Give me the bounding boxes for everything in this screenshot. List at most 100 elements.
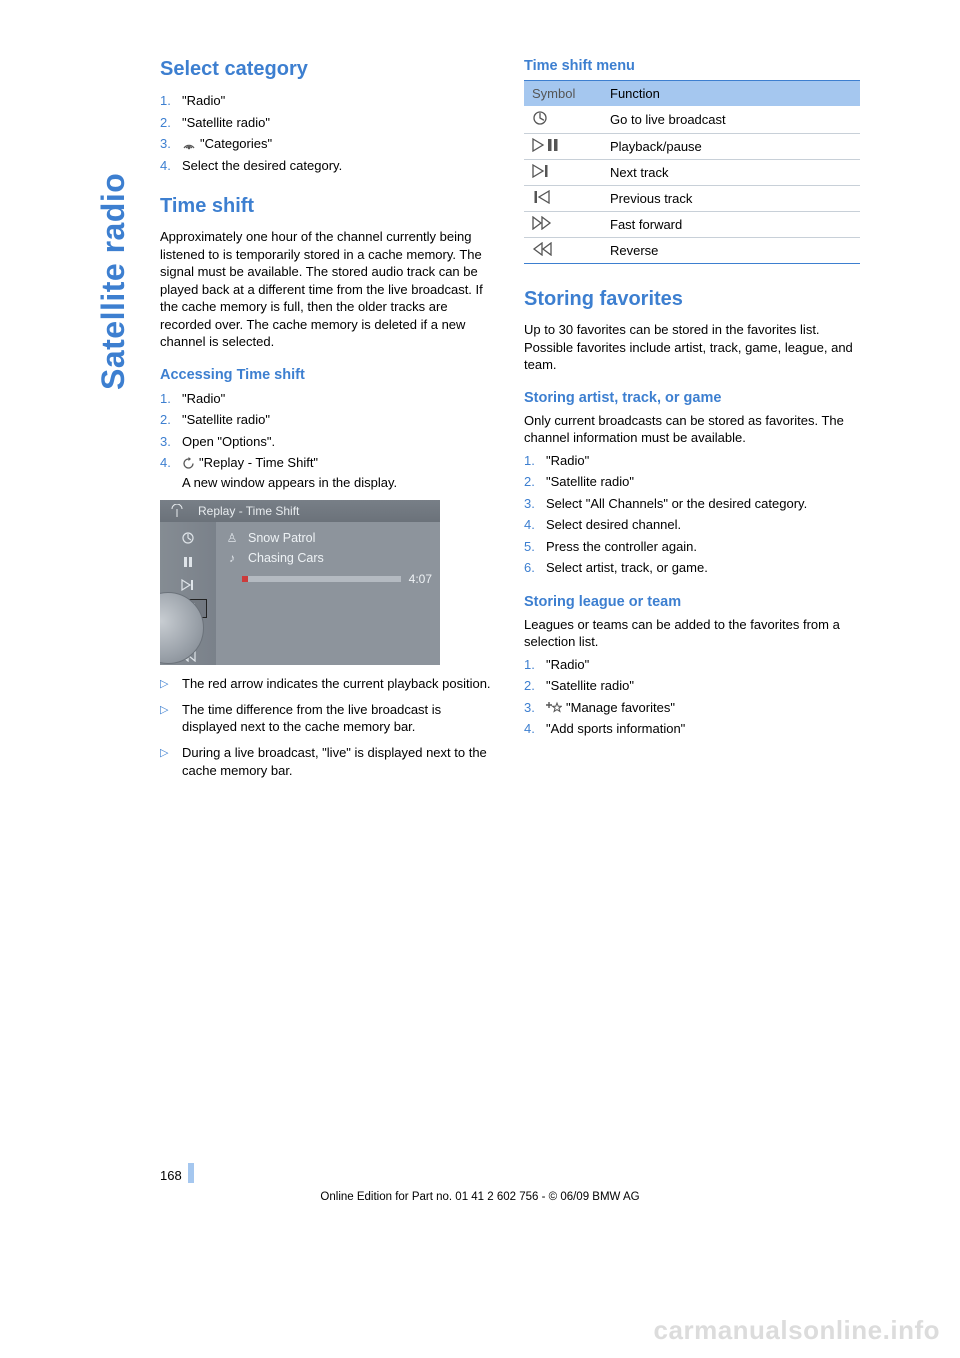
list-number: 2. xyxy=(524,676,546,696)
list-number: 3. xyxy=(160,134,182,154)
list-item: 4. "Replay - Time Shift" A new window ap… xyxy=(160,453,496,492)
table-header: Symbol xyxy=(524,81,602,107)
heading-storing-league: Storing league or team xyxy=(524,594,860,610)
list-number: 3. xyxy=(524,698,546,718)
pause-icon xyxy=(169,552,207,572)
right-column: Time shift menu Symbol Function Go to li… xyxy=(524,58,860,787)
table-row: Next track xyxy=(524,160,860,186)
heading-accessing-time-shift: Accessing Time shift xyxy=(160,367,496,383)
watermark-text: carmanualsonline.info xyxy=(654,1315,940,1346)
list-number: 6. xyxy=(524,558,546,578)
list-number: 1. xyxy=(524,451,546,471)
cache-bar-pointer xyxy=(242,576,248,582)
time-shift-body: Approximately one hour of the channel cu… xyxy=(160,228,496,351)
list-subtext: A new window appears in the display. xyxy=(182,475,397,490)
heading-time-shift: Time shift xyxy=(160,195,496,218)
screenshot-title: Replay - Time Shift xyxy=(198,504,299,518)
list-text: "Satellite radio" xyxy=(182,113,496,133)
replay-icon xyxy=(182,457,195,470)
heading-select-category: Select category xyxy=(160,58,496,81)
side-section-label: Satellite radio xyxy=(95,173,132,390)
storing-artist-body: Only current broadcasts can be stored as… xyxy=(524,412,860,447)
note-icon: ♪ xyxy=(224,548,240,568)
list-item: 2. "Satellite radio" xyxy=(160,410,496,430)
screenshot-content: ♙Snow Patrol ♪Chasing Cars 4:07 xyxy=(216,522,440,665)
list-text: "Radio" xyxy=(182,91,496,111)
page-number-bar xyxy=(188,1163,194,1183)
list-number: 1. xyxy=(160,91,182,111)
time-shift-bullets: ▷The red arrow indicates the current pla… xyxy=(160,675,496,779)
playpause-icon xyxy=(524,134,602,160)
list-text: "Radio" xyxy=(182,389,496,409)
person-icon: ♙ xyxy=(224,528,240,548)
page-number-wrap: 168 xyxy=(160,1163,194,1183)
table-cell: Previous track xyxy=(602,186,860,212)
table-cell: Fast forward xyxy=(602,212,860,238)
list-text: "Satellite radio" xyxy=(182,410,496,430)
list-item: 4."Add sports information" xyxy=(524,719,860,739)
live-icon xyxy=(524,106,602,134)
table-row: Fast forward xyxy=(524,212,860,238)
content-columns: Select category 1. "Radio" 2. "Satellite… xyxy=(160,58,860,787)
bullet-icon: ▷ xyxy=(160,701,182,718)
heading-time-shift-menu: Time shift menu xyxy=(524,58,860,74)
storing-league-list: 1."Radio" 2."Satellite radio" 3. "Manage… xyxy=(524,655,860,739)
list-item: 4. Select the desired category. xyxy=(160,156,496,176)
list-item: 1."Radio" xyxy=(524,655,860,675)
list-text: Select artist, track, or game. xyxy=(546,558,860,578)
list-item: 3.Select "All Channels" or the desired c… xyxy=(524,494,860,514)
list-text: Select the desired category. xyxy=(182,156,496,176)
list-text: "Manage favorites" xyxy=(546,698,860,718)
footer-text: Online Edition for Part no. 01 41 2 602 … xyxy=(0,1191,960,1203)
left-column: Select category 1. "Radio" 2. "Satellite… xyxy=(160,58,496,787)
list-text: "Add sports information" xyxy=(546,719,860,739)
list-number: 4. xyxy=(160,453,182,473)
list-item: 1. "Radio" xyxy=(160,91,496,111)
list-number: 4. xyxy=(524,719,546,739)
list-number: 2. xyxy=(160,410,182,430)
list-item: 3. "Manage favorites" xyxy=(524,698,860,718)
table-row: Reverse xyxy=(524,238,860,264)
table-cell: Playback/pause xyxy=(602,134,860,160)
table-cell: Reverse xyxy=(602,238,860,264)
list-item: 1. "Radio" xyxy=(160,389,496,409)
heading-storing-favorites: Storing favorites xyxy=(524,288,860,311)
list-item: ▷During a live broadcast, "live" is disp… xyxy=(160,744,496,779)
list-text-inner: "Categories" xyxy=(200,136,272,151)
list-number: 4. xyxy=(160,156,182,176)
page: Satellite radio Select category 1. "Radi… xyxy=(0,0,960,1358)
storing-league-body: Leagues or teams can be added to the fav… xyxy=(524,616,860,651)
table-row: Playback/pause xyxy=(524,134,860,160)
screenshot-row: ♪Chasing Cars xyxy=(224,548,432,568)
table-header-row: Symbol Function xyxy=(524,81,860,107)
list-number: 5. xyxy=(524,537,546,557)
list-number: 1. xyxy=(524,655,546,675)
starplus-icon xyxy=(546,701,562,715)
ffwd-icon xyxy=(524,212,602,238)
list-text: Open "Options". xyxy=(182,432,496,452)
list-text: Select desired channel. xyxy=(546,515,860,535)
list-item: 3. Open "Options". xyxy=(160,432,496,452)
heading-storing-artist: Storing artist, track, or game xyxy=(524,390,860,406)
select-category-list: 1. "Radio" 2. "Satellite radio" 3. "Cate… xyxy=(160,91,496,175)
next-icon xyxy=(524,160,602,186)
cache-bar xyxy=(242,576,401,582)
bullet-text: The red arrow indicates the current play… xyxy=(182,675,496,693)
list-number: 3. xyxy=(524,494,546,514)
page-number: 168 xyxy=(160,1168,182,1183)
screenshot-row: ♙Snow Patrol xyxy=(224,528,432,548)
screenshot-header: Replay - Time Shift xyxy=(160,500,440,522)
accessing-list: 1. "Radio" 2. "Satellite radio" 3. Open … xyxy=(160,389,496,493)
table-row: Go to live broadcast xyxy=(524,106,860,134)
list-text-inner: "Manage favorites" xyxy=(566,700,675,715)
rev-icon xyxy=(524,238,602,264)
cache-time: 4:07 xyxy=(409,572,432,586)
list-text-inner: "Replay - Time Shift" xyxy=(199,455,318,470)
list-text: "Satellite radio" xyxy=(546,676,860,696)
bullet-text: The time difference from the live broadc… xyxy=(182,701,496,736)
list-number: 2. xyxy=(524,472,546,492)
screenshot-body: ♙Snow Patrol ♪Chasing Cars 4:07 xyxy=(160,522,440,665)
list-item: 4.Select desired channel. xyxy=(524,515,860,535)
screenshot-bar-row: 4:07 xyxy=(224,572,432,586)
list-text: Select "All Channels" or the desired cat… xyxy=(546,494,860,514)
